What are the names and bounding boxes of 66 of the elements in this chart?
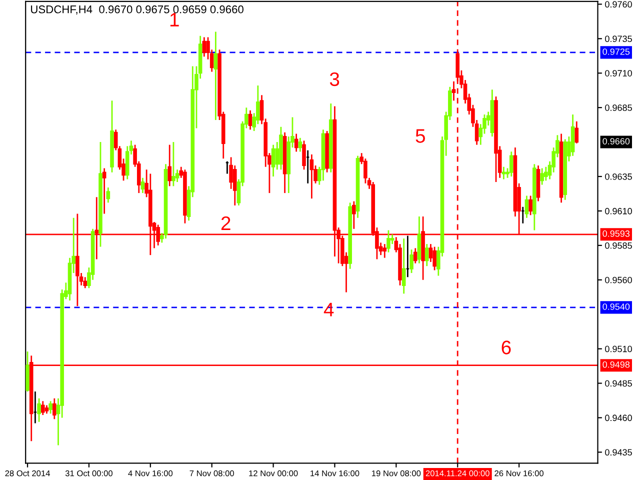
candlestick	[52, 398, 56, 420]
x-tick-label: 7 Nov 08:00	[190, 470, 234, 476]
y-tick-label: 0.9460	[605, 414, 632, 422]
candlestick	[106, 186, 110, 204]
y-tick-label: 0.9510	[605, 346, 632, 352]
y-tick-label: 0.9685	[605, 104, 632, 111]
annotation: 6	[502, 340, 511, 354]
y-tick-label: 0.9735	[605, 36, 632, 42]
candlestick	[352, 200, 356, 230]
annotation: 5	[416, 129, 425, 143]
ref-line-label: 0.9593	[602, 230, 630, 237]
chart-title: USDCHF,H4 0.9670 0.9675 0.9659 0.9660	[31, 5, 244, 15]
candlestick	[48, 400, 52, 414]
annotation: 3	[330, 72, 340, 86]
annotation: 4	[324, 302, 334, 316]
ref-line-label: 0.9725	[602, 48, 630, 55]
x-tick-label: 2014.11.24 00:00	[426, 470, 490, 476]
y-tick-label: 0.9560	[605, 276, 632, 284]
candlestick	[248, 110, 252, 130]
y-tick-label: 0.9585	[605, 242, 632, 249]
x-tick-label: 28 Oct 2014	[5, 470, 50, 476]
text: 0.9660	[602, 138, 630, 144]
candlestick	[574, 120, 579, 144]
y-tick-label: 0.9435	[605, 449, 632, 456]
y-tick-label: 0.9610	[605, 208, 632, 214]
candlestick	[424, 243, 429, 267]
candlestick	[310, 154, 314, 200]
candlestick	[302, 140, 306, 170]
y-tick-label: 0.9485	[605, 380, 632, 387]
x-tick-label: 26 Nov 16:00	[494, 470, 544, 476]
candlestick	[509, 150, 514, 178]
candlestick	[202, 36, 206, 58]
candlestick	[294, 133, 298, 152]
candlestick	[102, 168, 106, 214]
y-tick-label: 0.9760	[605, 1, 632, 8]
annotation: 1	[170, 12, 179, 26]
candlestick	[402, 238, 406, 294]
candlestick	[40, 400, 45, 416]
ref-line-label: 0.9498	[602, 361, 630, 368]
annotation: 2	[221, 216, 230, 230]
candlestick	[413, 247, 418, 264]
candlestick	[83, 276, 88, 289]
candlestick	[528, 195, 532, 216]
x-tick-label: 19 Nov 08:00	[372, 470, 421, 476]
candlestick	[382, 243, 387, 259]
candlestick	[390, 234, 394, 245]
candlestick	[168, 144, 172, 187]
candlestick	[37, 398, 41, 423]
x-tick-label: 4 Nov 16:00	[128, 470, 173, 476]
candlestick	[298, 137, 302, 152]
x-tick-label: 12 Nov 00:00	[249, 470, 298, 476]
candlestick	[172, 141, 176, 187]
y-tick-label: 0.9710	[605, 70, 632, 76]
y-tick-label: 0.9635	[605, 173, 632, 180]
candlestick	[540, 168, 544, 186]
candlestick	[502, 166, 506, 180]
candlestick	[386, 230, 390, 253]
candlestick	[271, 144, 276, 178]
candlestick	[140, 177, 145, 194]
x-tick-label: 31 Oct 00:00	[65, 470, 112, 476]
candlestick	[410, 248, 414, 274]
candlestick	[214, 31, 218, 121]
candlestick	[432, 246, 436, 271]
candlestick	[524, 195, 529, 219]
ref-line-label: 0.9540	[602, 303, 630, 310]
x-tick-label: 14 Nov 16:00	[310, 470, 360, 476]
